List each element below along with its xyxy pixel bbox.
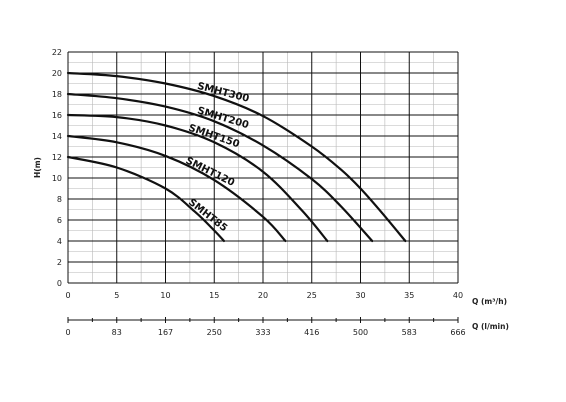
- curves: [66, 71, 407, 243]
- y-tick-label: 22: [52, 48, 62, 57]
- y-tick-label: 0: [57, 279, 62, 288]
- x-tick-label: 25: [307, 291, 317, 300]
- curve-smht150: [66, 113, 329, 243]
- curve-smht200: [66, 92, 374, 243]
- x-tick-label: 10: [160, 291, 170, 300]
- y-tick-label: 2: [57, 258, 62, 267]
- secondary-tick-label: 666: [450, 328, 465, 337]
- x-tick-label: 35: [404, 291, 414, 300]
- y-tick-label: 18: [52, 90, 62, 99]
- y-tick-label: 20: [52, 69, 62, 78]
- secondary-tick-label: 333: [255, 328, 270, 337]
- secondary-x-axis: 0 83 167 250 333 416 500 583 666: [65, 317, 466, 337]
- x-tick-label: 30: [355, 291, 365, 300]
- series-label-smht120: SMHT120: [184, 155, 237, 189]
- secondary-tick-label: 500: [353, 328, 368, 337]
- series-label-smht85: SMHT85: [186, 197, 229, 234]
- y-tick-label: 16: [52, 111, 62, 120]
- y-axis-label: H(m): [33, 157, 42, 178]
- x-axis-label: Q (m³/h): [472, 297, 507, 306]
- y-tick-label: 6: [57, 216, 62, 225]
- y-axis-ticks: 0 2 4 6 8 10 12 14 16 18 20 22: [52, 48, 62, 288]
- y-tick-label: 4: [57, 237, 62, 246]
- secondary-tick-label: 0: [65, 328, 70, 337]
- curve-smht120: [66, 134, 287, 243]
- x-tick-label: 15: [209, 291, 219, 300]
- secondary-tick-label: 250: [207, 328, 222, 337]
- curve-smht85: [66, 155, 226, 243]
- secondary-tick-label: 416: [304, 328, 319, 337]
- x-tick-label: 40: [453, 291, 463, 300]
- series-label-smht300: SMHT300: [196, 81, 250, 105]
- secondary-x-axis-label: Q (l/min): [472, 322, 509, 331]
- x-tick-label: 5: [114, 291, 119, 300]
- x-axis-ticks: 0 5 10 15 20 25 30 35 40: [65, 291, 463, 300]
- secondary-tick-label: 583: [402, 328, 417, 337]
- y-tick-label: 12: [52, 153, 62, 162]
- x-tick-label: 0: [65, 291, 70, 300]
- grid: [67, 51, 459, 284]
- x-tick-label: 20: [258, 291, 268, 300]
- y-tick-label: 10: [52, 174, 62, 183]
- y-tick-label: 14: [52, 132, 62, 141]
- y-tick-label: 8: [57, 195, 62, 204]
- curve-smht300: [66, 71, 407, 243]
- secondary-tick-label: 167: [158, 328, 173, 337]
- secondary-tick-label: 83: [112, 328, 122, 337]
